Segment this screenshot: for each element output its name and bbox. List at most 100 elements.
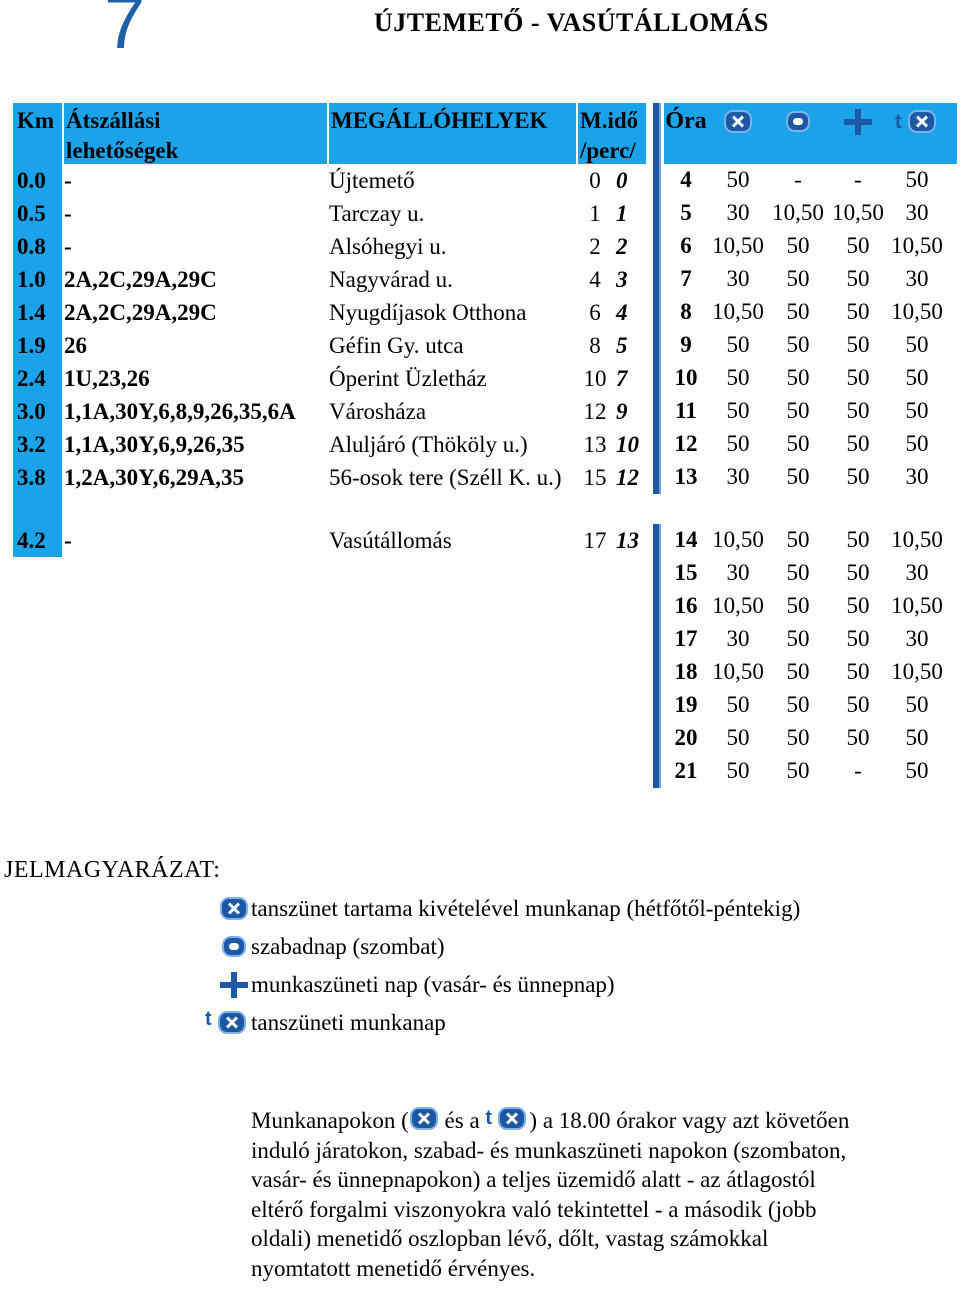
legend: tanszünet tartama kivételével munkanap (… bbox=[205, 890, 800, 1042]
km-cell: 1.9 bbox=[13, 329, 62, 362]
hour-cell: 14 bbox=[664, 524, 708, 557]
departure-minutes-cell: 50 bbox=[768, 461, 828, 494]
legend-item: munkaszüneti nap (vasár- és ünnepnap) bbox=[205, 966, 800, 1004]
legend-label: szabadnap (szombat) bbox=[251, 934, 445, 959]
departure-minutes-cell: 50 bbox=[768, 755, 828, 788]
school-break-column-header: t bbox=[888, 103, 946, 164]
stop-name-cell: Újtemető bbox=[329, 168, 415, 193]
travel-time-cell: 4 bbox=[589, 267, 601, 292]
departure-minutes-cell: 50 bbox=[708, 164, 768, 197]
departure-minutes-cell: 50 bbox=[768, 230, 828, 263]
timetable-body: 4 50- -50 5 30 10,50 10,50 30 6 10,50 50 50 10,50 7 30… bbox=[653, 164, 957, 788]
departure-minutes-cell: 50 bbox=[768, 623, 828, 656]
departure-minutes-cell: 30 bbox=[888, 557, 946, 590]
t-x-school-break-icon: t bbox=[205, 1008, 249, 1036]
workday-column-header bbox=[708, 103, 768, 164]
travel-time-rush-cell: 0 bbox=[616, 168, 628, 193]
hour-row: 18 10,50 50 50 10,50 bbox=[653, 656, 957, 689]
separator-bar bbox=[653, 722, 664, 755]
hour-row: 11 50 50 50 50 bbox=[653, 395, 957, 428]
departure-minutes-cell: 30 bbox=[888, 461, 946, 494]
hour-cell: 7 bbox=[664, 263, 708, 296]
hour-cell: 10 bbox=[664, 362, 708, 395]
travel-time-rush-cell: 3 bbox=[616, 267, 628, 292]
km-cell: 0.8 bbox=[13, 230, 62, 263]
hour-cell: 18 bbox=[664, 656, 708, 689]
departure-minutes-cell: 50 bbox=[768, 263, 828, 296]
t-x-school-break-icon: t bbox=[895, 109, 939, 135]
departure-minutes-cell: 10,50 bbox=[708, 230, 768, 263]
transfers-cell: 1U,23,26 bbox=[64, 366, 150, 391]
departure-minutes-cell: 10,50 bbox=[888, 656, 946, 689]
transfers-cell: 2A,2C,29A,29C bbox=[64, 300, 217, 325]
departure-minutes-cell: 50 bbox=[828, 230, 888, 263]
hour-cell: 6 bbox=[664, 230, 708, 263]
departure-minutes-cell: 50 bbox=[768, 362, 828, 395]
hour-cell: 16 bbox=[664, 590, 708, 623]
km-cell: 1.4 bbox=[13, 296, 62, 329]
departure-minutes-cell: 50 bbox=[828, 362, 888, 395]
departure-minutes-cell: 30 bbox=[708, 623, 768, 656]
stop-name-cell: Nagyvárad u. bbox=[329, 267, 453, 292]
legend-label: tanszünet tartama kivételével munkanap (… bbox=[251, 896, 801, 921]
legend-title: JELMAGYARÁZAT: bbox=[4, 857, 221, 883]
circle-saturday-icon bbox=[783, 109, 813, 135]
stop-name-cell: Óperint Üzletház bbox=[329, 366, 487, 391]
departure-minutes-cell: - bbox=[768, 164, 828, 197]
hour-cell: 19 bbox=[664, 689, 708, 722]
stop-name-cell: Tarczay u. bbox=[329, 201, 425, 226]
stop-name-cell: 56-osok tere (Széll K. u.) bbox=[329, 465, 562, 490]
travel-time-rush-cell: 10 bbox=[616, 432, 639, 457]
row-spacer bbox=[653, 494, 957, 524]
transfers-cell: - bbox=[64, 201, 72, 226]
separator-bar bbox=[653, 164, 664, 197]
travel-time-cell: 1 bbox=[589, 201, 601, 226]
hour-row: 14 10,50 50 50 10,50 bbox=[653, 524, 957, 557]
transfers-header-line2: lehetőségek bbox=[66, 138, 179, 163]
x-workday-icon bbox=[723, 109, 753, 135]
hour-row: 5 30 10,50 10,50 30 bbox=[653, 197, 957, 230]
hour-row: 20 50 50 50 50 bbox=[653, 722, 957, 755]
travel-time-rush-cell: 7 bbox=[616, 366, 628, 391]
departure-minutes-cell: 50 bbox=[888, 428, 946, 461]
holiday-column-header bbox=[828, 103, 888, 164]
stop-row: 2.4 1U,23,26 Óperint Üzletház 10 7 bbox=[13, 362, 646, 395]
departure-minutes-cell: 50 bbox=[768, 590, 828, 623]
saturday-column-header bbox=[768, 103, 828, 164]
separator-bar bbox=[653, 329, 664, 362]
travel-time-cell: 12 bbox=[583, 399, 607, 424]
stop-name-cell: Alsóhegyi u. bbox=[329, 234, 447, 259]
departure-minutes-cell: 10,50 bbox=[708, 296, 768, 329]
note-text-2: és a bbox=[438, 1108, 486, 1133]
time-header-line2: /perc/ bbox=[580, 138, 636, 163]
departure-minutes-cell: 50 bbox=[828, 557, 888, 590]
time-header: M.idő /perc/ bbox=[576, 103, 646, 164]
hour-cell: 15 bbox=[664, 557, 708, 590]
stop-name-cell: Nyugdíjasok Otthona bbox=[329, 300, 527, 325]
separator-bar bbox=[653, 103, 664, 164]
departure-minutes-cell: 10,50 bbox=[888, 590, 946, 623]
travel-time-cell: 13 bbox=[583, 432, 607, 457]
stops-header: MEGÁLLÓHELYEK bbox=[327, 103, 576, 164]
transfers-cell: 1,1A,30Y,6,8,9,26,35,6A bbox=[64, 399, 296, 424]
travel-time-cell: 6 bbox=[589, 300, 601, 325]
stop-row: 1.9 26 Géfin Gy. utca 8 5 bbox=[13, 329, 646, 362]
departure-minutes-cell: 50 bbox=[828, 623, 888, 656]
departure-minutes-cell: 50 bbox=[768, 395, 828, 428]
transfers-cell: - bbox=[64, 234, 72, 259]
hour-cell: 8 bbox=[664, 296, 708, 329]
stop-row: 1.4 2A,2C,29A,29C Nyugdíjasok Otthona 6 4 bbox=[13, 296, 646, 329]
travel-time-cell: 2 bbox=[589, 234, 601, 259]
travel-time-rush-cell: 5 bbox=[616, 333, 628, 358]
hour-row: 8 10,50 50 50 10,50 bbox=[653, 296, 957, 329]
hour-row: 19 50 50 50 50 bbox=[653, 689, 957, 722]
stop-name-cell: Géfin Gy. utca bbox=[329, 333, 464, 358]
departure-minutes-cell: 50 bbox=[768, 329, 828, 362]
route-number: 7 bbox=[104, 0, 146, 64]
stop-row: 3.2 1,1A,30Y,6,9,26,35 Aluljáró (Thököly u… bbox=[13, 428, 646, 461]
departure-minutes-cell: 50 bbox=[708, 722, 768, 755]
travel-time-cell: 17 bbox=[583, 528, 607, 553]
departure-minutes-cell: 50 bbox=[828, 656, 888, 689]
legend-label: munkaszüneti nap (vasár- és ünnepnap) bbox=[251, 972, 615, 997]
departure-minutes-cell: 30 bbox=[708, 557, 768, 590]
